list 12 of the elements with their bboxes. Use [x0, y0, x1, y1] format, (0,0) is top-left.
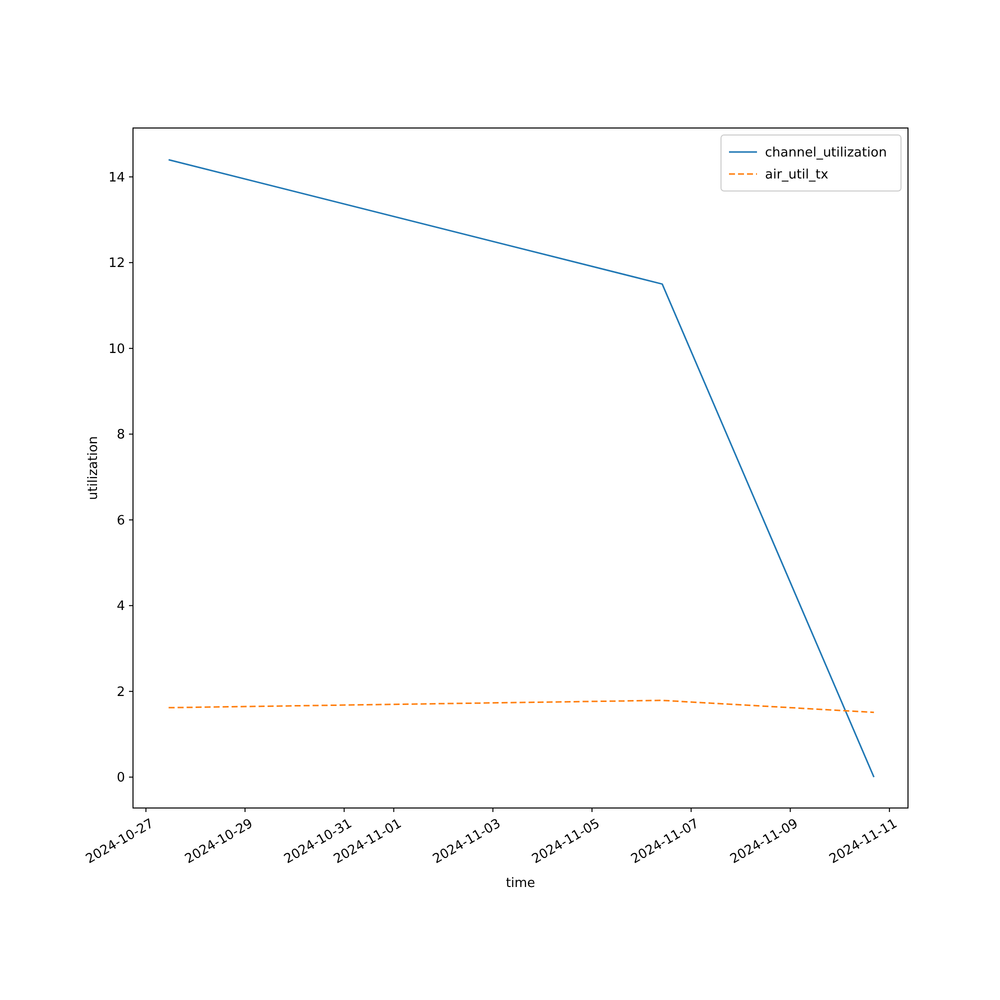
y-tick-label: 2	[116, 684, 125, 700]
y-tick-label: 8	[116, 428, 125, 443]
y-tick-label: 10	[108, 342, 125, 357]
y-tick-label: 14	[108, 170, 125, 186]
y-tick-label: 4	[116, 599, 125, 614]
legend-label: air_util_tx	[765, 168, 829, 183]
y-tick-label: 0	[116, 770, 125, 786]
legend-label: channel_utilization	[765, 146, 887, 161]
y-axis-title: utilization	[86, 436, 101, 500]
y-tick-label: 12	[108, 256, 125, 272]
y-tick-label: 6	[116, 513, 125, 528]
x-axis-title: time	[506, 876, 536, 891]
